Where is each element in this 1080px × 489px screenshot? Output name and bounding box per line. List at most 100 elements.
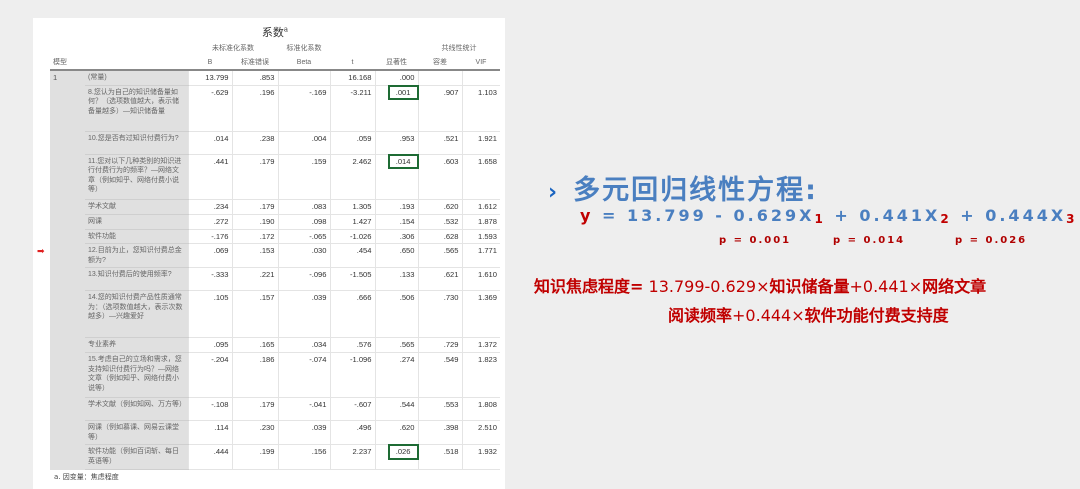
cell-b: .272 (187, 214, 232, 230)
cell-vif: 1.103 (461, 85, 500, 132)
cell-b: -.176 (187, 229, 232, 244)
cell-sig: .544 (374, 397, 418, 421)
cell-sig: .014 (374, 153, 419, 200)
cell-t: .666 (329, 290, 375, 338)
cell-t: -3.211 (329, 85, 375, 132)
table-row: 软件功能 -.176.172 -.065 -1.026.306.628 1.593 (50, 229, 500, 244)
header-row-groups: 未标准化系数 标准化系数 共线性统计 (50, 42, 500, 56)
cell-tol: .628 (417, 229, 462, 244)
cell-se: .238 (231, 131, 278, 155)
cell-se: .153 (231, 243, 278, 268)
cell-vif: 1.932 (461, 444, 500, 470)
cell-sig: .650 (374, 243, 418, 268)
variable-label: 专业素养 (85, 337, 188, 353)
cell-t: .454 (329, 243, 375, 268)
cell-t: .496 (329, 420, 375, 445)
cell-t: -1.096 (329, 352, 375, 398)
cell-sig: .154 (374, 214, 418, 230)
cell-se: .172 (231, 229, 278, 244)
cell-sig: .026 (374, 444, 419, 470)
cell-b: .444 (187, 444, 232, 470)
cell-beta: .004 (277, 131, 330, 155)
cell-t: -1.026 (329, 229, 375, 244)
cell-tol: .565 (417, 243, 462, 268)
row-marker-arrow-icon: ➡ (37, 247, 45, 257)
cell-b: .441 (187, 154, 232, 200)
regression-equation: y = 13.799 - 0.629X1 + 0.441X2 + 0.444X3 (580, 206, 1078, 226)
cell-se: .221 (231, 267, 278, 291)
variable-label: 8.您认为自己的知识储备量如何？（选项数值越大，表示储备量越多）—知识储备量 (85, 85, 188, 132)
cell-se: .165 (231, 337, 278, 353)
table-row: 8.您认为自己的知识储备量如何？（选项数值越大，表示储备量越多）—知识储备量 -.… (50, 84, 500, 132)
cell-se: .179 (231, 397, 278, 421)
cell-tol (417, 70, 462, 86)
cell-se: .190 (231, 214, 278, 230)
cell-b: .234 (187, 199, 232, 215)
cell-t: .576 (329, 337, 375, 353)
cell-vif: 1.612 (461, 199, 500, 215)
col-b: B (188, 55, 232, 71)
cell-t: 16.168 (329, 70, 375, 86)
variable-label: 软件功能 (85, 229, 188, 244)
cell-tol: .907 (417, 85, 462, 132)
cell-se: .179 (231, 199, 278, 215)
cell-se: .196 (231, 85, 278, 132)
variable-label: 软件功能（例如百词斩、每日英语等） (85, 444, 188, 470)
cell-b: -.629 (187, 85, 232, 132)
table-row: 学术文献 .234.179.083 1.305.193.620 1.612 (50, 199, 500, 215)
cell-vif: 1.372 (461, 337, 500, 353)
cell-b: -.333 (187, 267, 232, 291)
cell-b: 13.799 (187, 70, 232, 86)
cell-vif (461, 70, 500, 86)
cell-se: .230 (231, 420, 278, 445)
slide-heading: › 多元回归线性方程: (548, 175, 818, 206)
col-beta: Beta (278, 55, 330, 71)
cell-beta: .098 (277, 214, 330, 230)
cell-se: .186 (231, 352, 278, 398)
highlight-box: .014 (387, 153, 419, 169)
cell-vif: 1.808 (461, 397, 500, 421)
formula-line-2: 阅读频率+0.444×软件功能付费支持度 (668, 306, 949, 325)
cell-b: .114 (187, 420, 232, 445)
cell-t: -1.505 (329, 267, 375, 291)
col-se: 标准错误 (232, 55, 278, 71)
cell-tol: .621 (417, 267, 462, 291)
highlight-box: .001 (387, 84, 419, 100)
table-row: 软件功能（例如百词斩、每日英语等） .444.199.156 2.237 .026.5… (50, 444, 500, 470)
cell-tol: .521 (417, 131, 462, 155)
cell-beta (277, 70, 330, 86)
p-value-3: p = 0.026 (955, 235, 1028, 246)
cell-b: .105 (187, 290, 232, 338)
variable-label: 学术文献（例如知网、万方等） (85, 397, 188, 421)
cell-sig: .953 (374, 131, 418, 155)
cell-tol: .532 (417, 214, 462, 230)
variable-label: 12.目前为止，您知识付费总金额为? (85, 243, 188, 268)
cell-b: -.108 (187, 397, 232, 421)
cell-beta: .034 (277, 337, 330, 353)
variable-label: 15.考虑自己的立场和需求，您支持知识付费行为吗？—网络文章（例如知乎、网络付费… (85, 352, 188, 398)
variable-label: 10.您是否有过知识付费行为? (85, 131, 188, 155)
cell-sig: .001 (374, 84, 419, 132)
cell-sig: .133 (374, 267, 418, 291)
cell-t: 1.305 (329, 199, 375, 215)
cell-beta: .156 (277, 444, 330, 470)
col-tol: 容差 (418, 55, 462, 71)
cell-sig: .620 (374, 420, 418, 445)
variable-label: 14.您的知识付费产品性质通常为：（选项数值越大，表示次数越多）—兴趣爱好 (85, 290, 188, 338)
variable-label: 网课（例如慕课、网易云课堂等） (85, 420, 188, 445)
cell-t: -.607 (329, 397, 375, 421)
col-model: 模型 (50, 55, 85, 71)
p-value-1: p = 0.001 (719, 235, 792, 246)
table-footnote: a. 因变量：焦虑程度 (54, 473, 119, 481)
highlight-box: .026 (387, 444, 419, 460)
col-vif: VIF (462, 55, 500, 71)
cell-beta: -.074 (277, 352, 330, 398)
cell-sig: .306 (374, 229, 418, 244)
variable-label: 学术文献 (85, 199, 188, 215)
cell-vif: 1.593 (461, 229, 500, 244)
table-row: 12.目前为止，您知识付费总金额为? .069.153.030.454.650.5… (50, 243, 500, 268)
cell-t: 2.237 (329, 444, 375, 470)
cell-vif: 1.658 (461, 154, 500, 200)
variable-label: 11.您对以下几种类别的知识进行付费行为的频率？—网络文章（例如知乎、网络付费小… (85, 154, 188, 200)
variable-label: (常量) (85, 70, 188, 86)
